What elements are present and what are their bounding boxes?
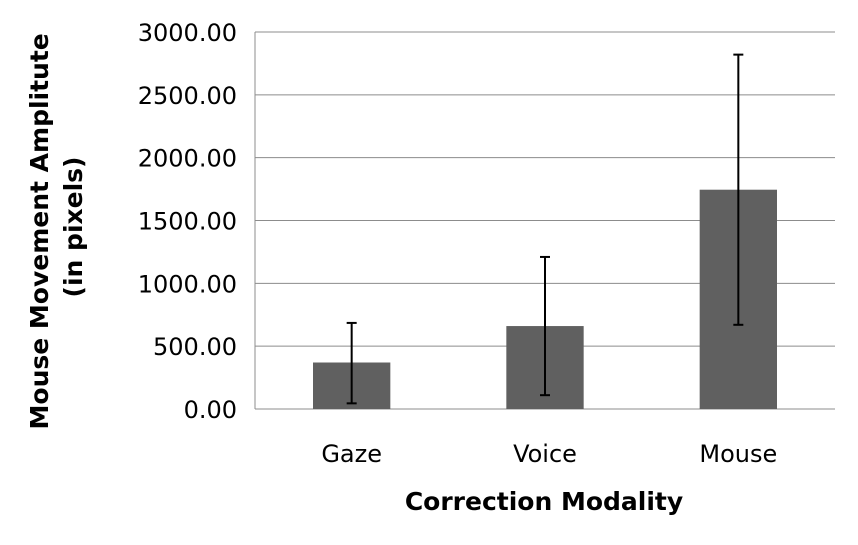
y-tick-label: 1000.00 (138, 270, 237, 298)
y-tick-label: 0.00 (184, 396, 237, 424)
error-bars (346, 53, 744, 405)
y-tick-label: 500.00 (153, 333, 237, 361)
x-category-label: Mouse (699, 440, 777, 468)
y-axis-title-line-2: (in pixels) (59, 157, 88, 298)
x-category-labels: Gaze Voice Mouse (321, 440, 777, 468)
y-axis-title-line-1: Mouse Movement Amplitute (25, 33, 54, 429)
y-tick-label: 3000.00 (138, 19, 237, 47)
x-axis-title: Correction Modality (405, 487, 683, 516)
y-tick-label: 2500.00 (138, 82, 237, 110)
y-axis-title: Mouse Movement Amplitute (in pixels) (25, 25, 88, 430)
x-category-label: Gaze (321, 440, 382, 468)
y-tick-label: 1500.00 (138, 208, 237, 236)
x-category-label: Voice (513, 440, 577, 468)
y-tick-labels: 0.00 500.00 1000.00 1500.00 2000.00 2500.00 30… (138, 19, 237, 424)
y-tick-label: 2000.00 (138, 145, 237, 173)
